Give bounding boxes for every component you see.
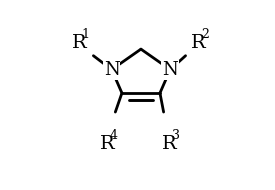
Text: N: N — [162, 61, 178, 79]
Text: 2: 2 — [201, 28, 209, 41]
Text: 4: 4 — [109, 129, 117, 142]
Text: R: R — [162, 135, 177, 153]
Text: R: R — [100, 135, 115, 153]
Text: 1: 1 — [82, 28, 90, 41]
Text: R: R — [191, 34, 206, 52]
Text: R: R — [72, 34, 87, 52]
Text: N: N — [104, 61, 120, 79]
Text: 3: 3 — [172, 129, 180, 142]
